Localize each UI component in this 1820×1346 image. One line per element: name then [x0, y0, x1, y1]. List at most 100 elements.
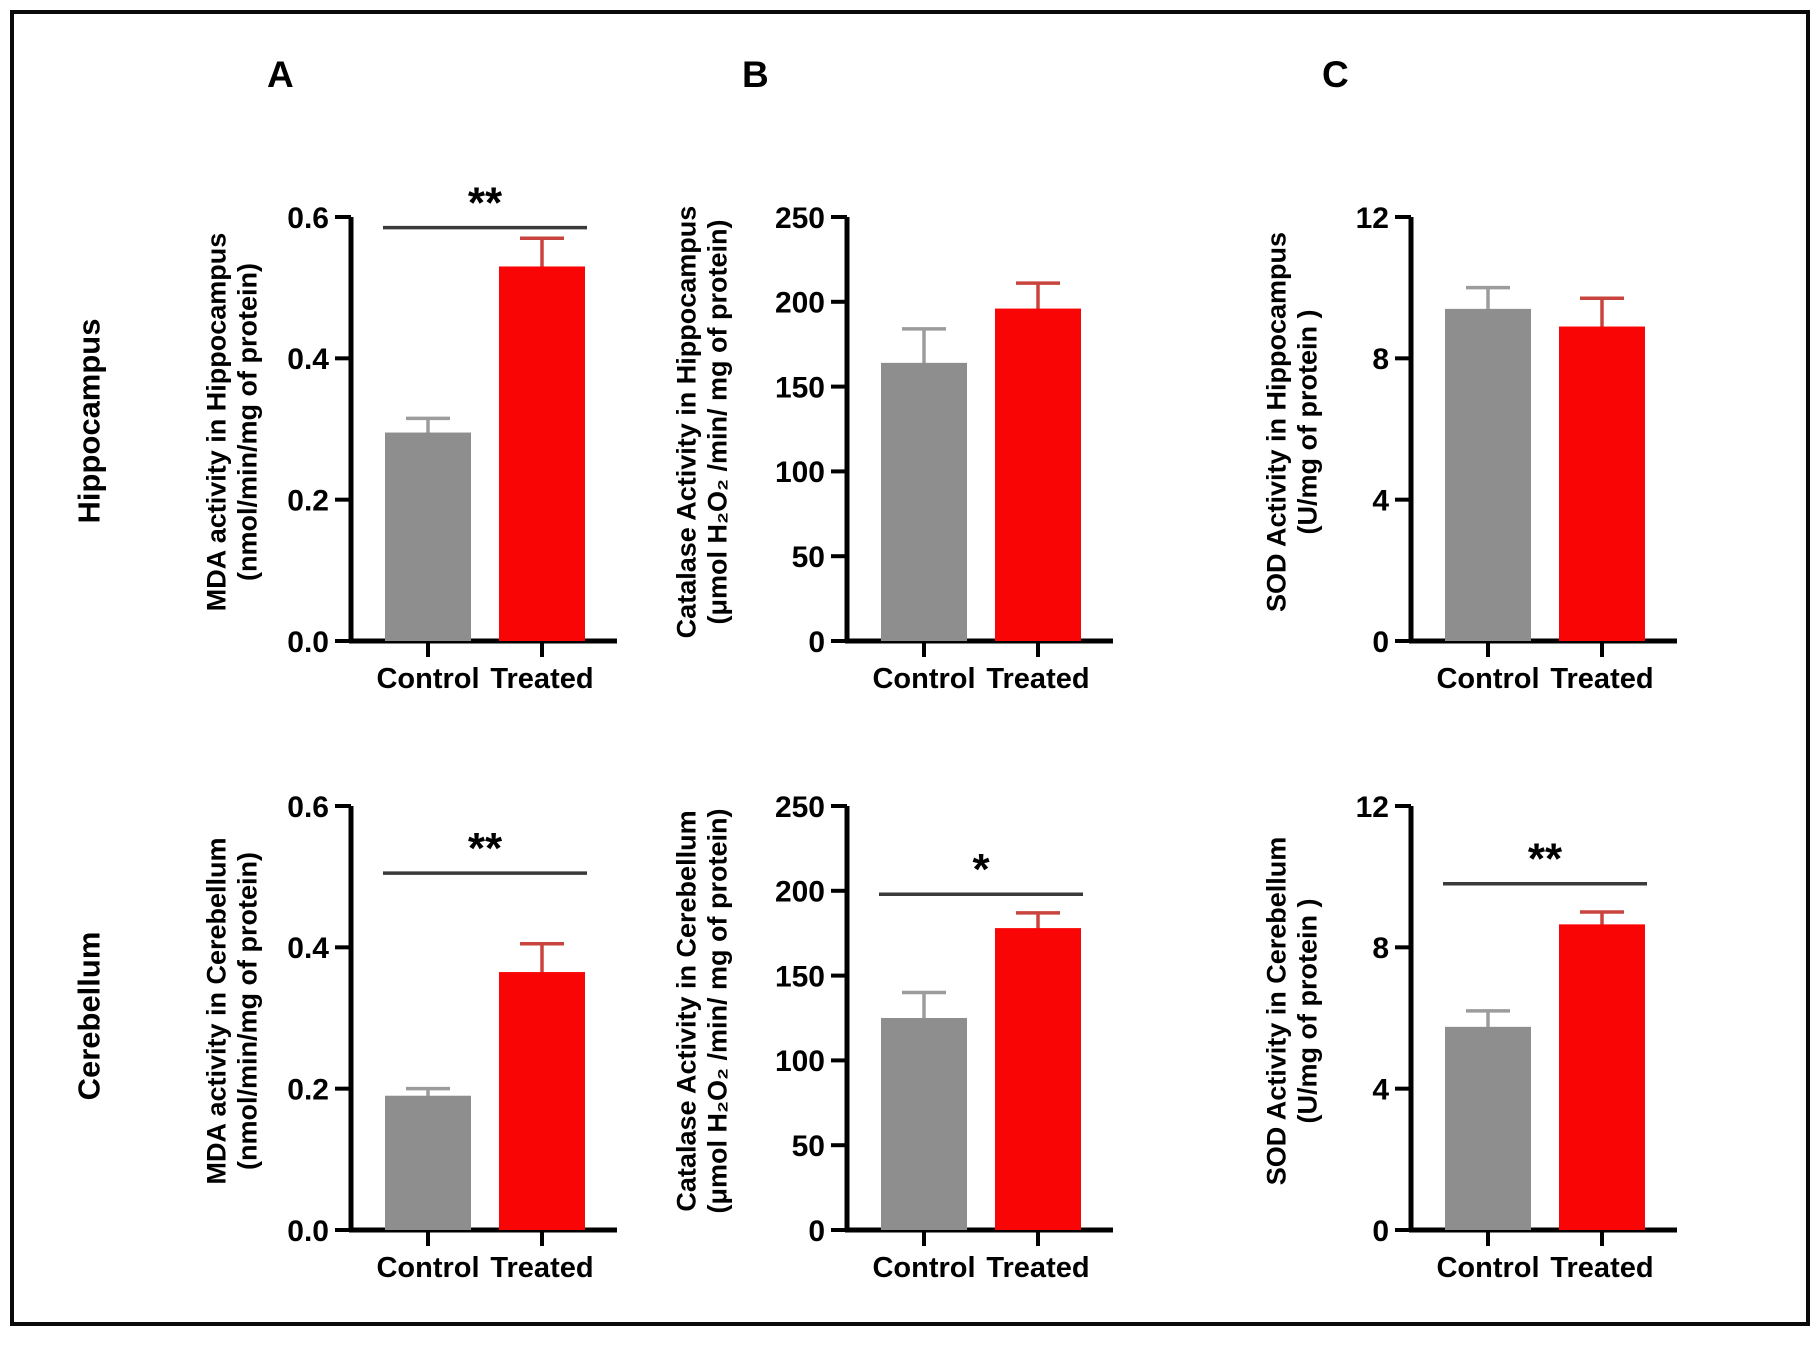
- y-tick-label: 150: [775, 371, 825, 404]
- bar-treated: [995, 308, 1081, 641]
- y-tick-label: 200: [775, 287, 825, 320]
- y-tick-label: 0.2: [287, 484, 329, 517]
- y-tick-label: 50: [792, 1130, 825, 1163]
- y-tick-label: 12: [1356, 791, 1389, 824]
- y-tick-label: 150: [775, 960, 825, 993]
- panel-header-a: A: [164, 14, 634, 132]
- y-axis-title: MDA activity in Hippocampus (nmol/min/mg …: [189, 177, 277, 709]
- y-tick-label: 0.6: [287, 202, 329, 235]
- chart-cell-catalase-cerebellum: Catalase Activity in Cerebellum (μmol H₂O…: [634, 710, 1113, 1322]
- bar-control: [881, 362, 967, 641]
- bar-control: [881, 1018, 967, 1230]
- x-category-label: Treated: [1550, 1252, 1653, 1284]
- x-category-label: Treated: [1550, 663, 1653, 695]
- y-axis-title-line: MDA activity in Hippocampus: [201, 232, 232, 611]
- y-tick-label: 8: [1372, 932, 1389, 965]
- chart-mda-hippocampus: MDA activity in Hippocampus (nmol/min/mg …: [189, 177, 647, 709]
- bar-treated: [1559, 924, 1645, 1230]
- y-axis-title: MDA activity in Cerebellum (nmol/min/mg o…: [189, 766, 277, 1298]
- y-tick-label: 0.0: [287, 626, 329, 659]
- bar-treated: [1559, 326, 1645, 641]
- y-axis-title-line: SOD Activity in Cerebellum: [1261, 836, 1292, 1186]
- bar-treated: [499, 972, 585, 1230]
- y-axis-title: Catalase Activity in Hippocampus (μmol H₂…: [659, 177, 747, 709]
- y-tick-label: 0: [808, 1215, 825, 1248]
- chart-cell-mda-cerebellum: MDA activity in Cerebellum (nmol/min/mg o…: [164, 710, 634, 1322]
- row-label-cerebellum-cell: Cerebellum: [14, 710, 164, 1322]
- y-axis-title-line: (nmol/min/mg of protein): [233, 262, 263, 581]
- y-tick-label: 250: [775, 202, 825, 235]
- x-category-label: Treated: [490, 1252, 593, 1284]
- x-category-label: Control: [872, 663, 975, 695]
- y-tick-label: 8: [1372, 343, 1389, 376]
- y-tick-label: 0.2: [287, 1073, 329, 1106]
- panel-header-b: B: [634, 14, 1104, 132]
- panel-letter-a: A: [267, 54, 294, 95]
- chart-cell-sod-hippocampus: SOD Activity in Hippocampus (U/mg of prot…: [1104, 132, 1806, 710]
- chart-sod-hippocampus: SOD Activity in Hippocampus (U/mg of prot…: [1249, 177, 1707, 709]
- y-tick-label: 4: [1372, 1073, 1389, 1106]
- x-category-label: Treated: [986, 1252, 1089, 1284]
- chart-catalase-cerebellum: Catalase Activity in Cerebellum (μmol H₂O…: [659, 766, 1143, 1298]
- x-category-label: Control: [872, 1252, 975, 1284]
- bar-treated: [499, 266, 585, 641]
- row-label-hippocampus: Hippocampus: [71, 318, 106, 524]
- y-axis-title-line: (nmol/min/mg of protein): [233, 851, 263, 1170]
- y-axis-title-line: (U/mg of protein ): [1293, 309, 1323, 535]
- chart-svg-mda-cerebellum: 0.0 0.2 0.4 0.6 Control Treated **: [287, 791, 617, 1284]
- y-tick-label: 0.0: [287, 1215, 329, 1248]
- chart-svg-sod-hippocampus: 0 4 8 12 Control Treated: [1356, 202, 1677, 695]
- y-tick-label: 200: [775, 876, 825, 909]
- y-axis-title-line: (U/mg of protein ): [1293, 898, 1323, 1124]
- y-tick-label: 0.6: [287, 791, 329, 824]
- chart-sod-cerebellum: SOD Activity in Cerebellum (U/mg of prote…: [1249, 766, 1707, 1298]
- bar-control: [1445, 308, 1531, 641]
- x-category-label: Control: [376, 1252, 479, 1284]
- y-tick-label: 250: [775, 791, 825, 824]
- y-tick-label: 12: [1356, 202, 1389, 235]
- y-tick-label: 0: [1372, 626, 1389, 659]
- bar-treated: [995, 928, 1081, 1230]
- y-tick-label: 4: [1372, 484, 1389, 517]
- chart-svg-mda-hippocampus: 0.0 0.2 0.4 0.6 Control Treated **: [287, 179, 617, 695]
- x-category-label: Control: [376, 663, 479, 695]
- y-tick-label: 0: [808, 626, 825, 659]
- chart-cell-mda-hippocampus: MDA activity in Hippocampus (nmol/min/mg …: [164, 132, 634, 710]
- y-tick-label: 100: [775, 456, 825, 489]
- x-category-label: Treated: [490, 663, 593, 695]
- x-category-label: Control: [1436, 1252, 1539, 1284]
- y-axis-title: SOD Activity in Hippocampus (U/mg of prot…: [1249, 177, 1337, 709]
- significance-stars: **: [468, 179, 503, 228]
- y-tick-label: 100: [775, 1045, 825, 1078]
- x-category-label: Control: [1436, 663, 1539, 695]
- y-axis-title-line: SOD Activity in Hippocampus: [1261, 231, 1292, 612]
- panel-header-c: C: [1104, 14, 1806, 132]
- x-category-label: Treated: [986, 663, 1089, 695]
- bar-control: [1445, 1026, 1531, 1230]
- chart-svg-catalase-hippocampus: 0 50 100 150 200 250 Control Treated: [775, 202, 1113, 695]
- row-label-hippocampus-cell: Hippocampus: [14, 132, 164, 710]
- bar-control: [385, 432, 471, 641]
- significance-stars: **: [468, 824, 503, 873]
- y-axis-title: SOD Activity in Cerebellum (U/mg of prote…: [1249, 766, 1337, 1298]
- y-tick-label: 50: [792, 541, 825, 574]
- y-axis-title-line: MDA activity in Cerebellum: [201, 837, 232, 1185]
- y-axis-title-line: (μmol H₂O₂ /min/ mg of protein): [703, 219, 733, 625]
- chart-svg-sod-cerebellum: 0 4 8 12 Control Treated **: [1356, 791, 1677, 1284]
- chart-catalase-hippocampus: Catalase Activity in Hippocampus (μmol H₂…: [659, 177, 1143, 709]
- row-label-cerebellum: Cerebellum: [71, 931, 106, 1101]
- y-axis-title-line: (μmol H₂O₂ /min/ mg of protein): [703, 808, 733, 1214]
- y-axis-title: Catalase Activity in Cerebellum (μmol H₂O…: [659, 766, 747, 1298]
- chart-mda-cerebellum: MDA activity in Cerebellum (nmol/min/mg o…: [189, 766, 647, 1298]
- y-tick-label: 0: [1372, 1215, 1389, 1248]
- chart-cell-catalase-hippocampus: Catalase Activity in Hippocampus (μmol H₂…: [634, 132, 1113, 710]
- header-spacer: [14, 14, 164, 132]
- panel-letter-b: B: [742, 54, 769, 95]
- y-axis-title-line: Catalase Activity in Cerebellum: [671, 810, 702, 1212]
- y-tick-label: 0.4: [287, 932, 329, 965]
- y-axis-title-line: Catalase Activity in Hippocampus: [671, 205, 702, 639]
- chart-svg-catalase-cerebellum: 0 50 100 150 200 250 Control Treated *: [775, 791, 1113, 1284]
- chart-cell-sod-cerebellum: SOD Activity in Cerebellum (U/mg of prote…: [1104, 710, 1806, 1322]
- y-tick-label: 0.4: [287, 343, 329, 376]
- significance-stars: **: [1528, 835, 1563, 884]
